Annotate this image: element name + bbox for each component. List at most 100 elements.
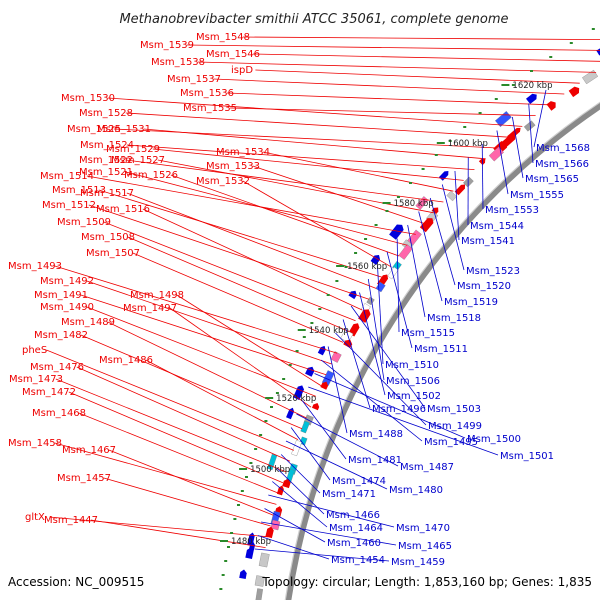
gene-label-left: Msm_1536 <box>180 88 234 99</box>
gene-arrow <box>282 478 291 489</box>
gene-label-left: Msm_1534 <box>216 147 270 158</box>
gene-label-right: Msm_1568 <box>536 143 590 154</box>
scale-dot <box>275 392 279 394</box>
label-connector-line <box>80 294 327 376</box>
label-connector-line <box>108 449 274 516</box>
scale-dot <box>264 420 268 422</box>
gene-label-left: Msm_1539 <box>140 40 194 51</box>
label-connector-line <box>276 467 325 515</box>
label-connector-line <box>496 130 509 195</box>
gene-arrow <box>265 526 274 539</box>
gene-label-left: Msm_1529 <box>106 144 160 155</box>
gene-arrow <box>320 381 329 390</box>
label-connector-line <box>511 116 524 179</box>
label-connector-line <box>54 442 277 505</box>
label-connector-line <box>125 159 444 203</box>
gene-label-left: pheS <box>22 345 47 356</box>
label-connector-line <box>76 366 291 462</box>
scale-dot <box>511 84 515 86</box>
label-connector-line <box>327 346 348 434</box>
gene-label-right: Msm_1510 <box>385 360 439 371</box>
gene-label-left: Msm_1513 <box>52 185 106 196</box>
label-connector-line <box>359 292 386 396</box>
scale-dot <box>240 490 244 492</box>
gene-arrow <box>311 403 320 411</box>
label-connector-line <box>242 180 392 268</box>
scale-dot <box>408 182 412 184</box>
gene-label-right: Msm_1553 <box>485 205 539 216</box>
label-connector-line <box>103 477 271 527</box>
label-connector-line <box>86 280 332 365</box>
gene-box <box>375 281 386 293</box>
gene-label-right: Msm_1459 <box>391 557 445 568</box>
scale-dot <box>259 434 263 436</box>
gene-label-left: Msm_1514 <box>40 171 94 182</box>
forward-gene-block <box>320 381 329 390</box>
gene-label-right: Msm_1511 <box>414 344 468 355</box>
label-connector-line <box>308 386 499 456</box>
scale-dot <box>244 476 248 478</box>
scale-tick-label: 1480 kbp <box>231 537 271 547</box>
gene-label-right: Msm_1506 <box>386 376 440 387</box>
label-connector-line <box>197 61 597 73</box>
gene-label-left: Msm_1447 <box>44 515 98 526</box>
scale-dot <box>326 294 330 296</box>
gene-label-left: Msm_1497 <box>123 303 177 314</box>
scale-tick-label: 1620 kbp <box>512 81 552 91</box>
label-connector-line <box>80 334 303 430</box>
gene-label-right: Msm_1520 <box>457 281 511 292</box>
forward-gene-block <box>254 575 265 587</box>
gene-box <box>258 552 270 568</box>
label-connector-line <box>186 44 600 51</box>
gene-label-left: Msm_1498 <box>130 290 184 301</box>
forward-gene-block <box>582 69 599 85</box>
label-connector-line <box>481 143 484 210</box>
label-connector-line <box>257 535 330 560</box>
label-connector-line <box>142 208 363 311</box>
label-connector-line <box>229 107 536 116</box>
label-connector-line <box>78 412 280 494</box>
gene-label-right: Msm_1464 <box>329 523 383 534</box>
label-connector-line <box>272 481 328 528</box>
forward-gene-block <box>446 190 457 202</box>
forward-gene-block <box>340 329 354 343</box>
gene-label-left: Msm_1509 <box>57 217 111 228</box>
genome-ring <box>239 44 600 600</box>
gene-label-right: Msm_1454 <box>331 555 385 566</box>
gene-label-left: Msm_1531 <box>97 124 151 135</box>
gene-label-left: Msm_1532 <box>196 176 250 187</box>
label-connector-line <box>367 278 385 381</box>
label-connector-line <box>264 508 326 543</box>
gene-label-left: Msm_1508 <box>81 232 135 243</box>
gene-label-right: Msm_1500 <box>467 434 521 445</box>
label-connector-line <box>98 189 384 278</box>
scale-dot <box>591 28 595 30</box>
label-connector-line <box>533 89 547 148</box>
gene-label-left: Msm_1476 <box>30 362 84 373</box>
label-connector-line <box>169 307 312 408</box>
gene-label-right: Msm_1519 <box>444 297 498 308</box>
gene-label-left: Msm_1482 <box>34 330 88 341</box>
gene-label-left: Msm_1533 <box>206 161 260 172</box>
gene-label-right: Msm_1487 <box>400 462 454 473</box>
gene-label-right: Msm_1503 <box>427 404 481 415</box>
gene-label-left: Msm_1491 <box>34 290 88 301</box>
label-connector-line <box>285 440 388 490</box>
genome-summary-text: Topology: circular; Length: 1,853,160 bp… <box>261 575 592 589</box>
scale-tick-label: 1560 kbp <box>347 262 387 272</box>
scale-dot <box>396 196 400 198</box>
forward-gene-block <box>366 296 375 306</box>
gene-arrow <box>454 184 466 196</box>
scale-tick-label: 1540 kbp <box>309 326 349 336</box>
accession-text: Accession: NC_009515 <box>8 575 144 589</box>
gene-label-right: Msm_1544 <box>470 221 524 232</box>
forward-gene-block <box>282 478 291 489</box>
gene-label-left: Msm_1530 <box>61 93 115 104</box>
gene-label-right: Msm_1501 <box>500 451 554 462</box>
gene-label-right: Msm_1465 <box>398 541 452 552</box>
scale-dot <box>318 308 322 310</box>
gene-label-left: Msm_1537 <box>167 74 221 85</box>
gene-box <box>330 351 342 363</box>
reverse-gene-block <box>239 569 247 580</box>
